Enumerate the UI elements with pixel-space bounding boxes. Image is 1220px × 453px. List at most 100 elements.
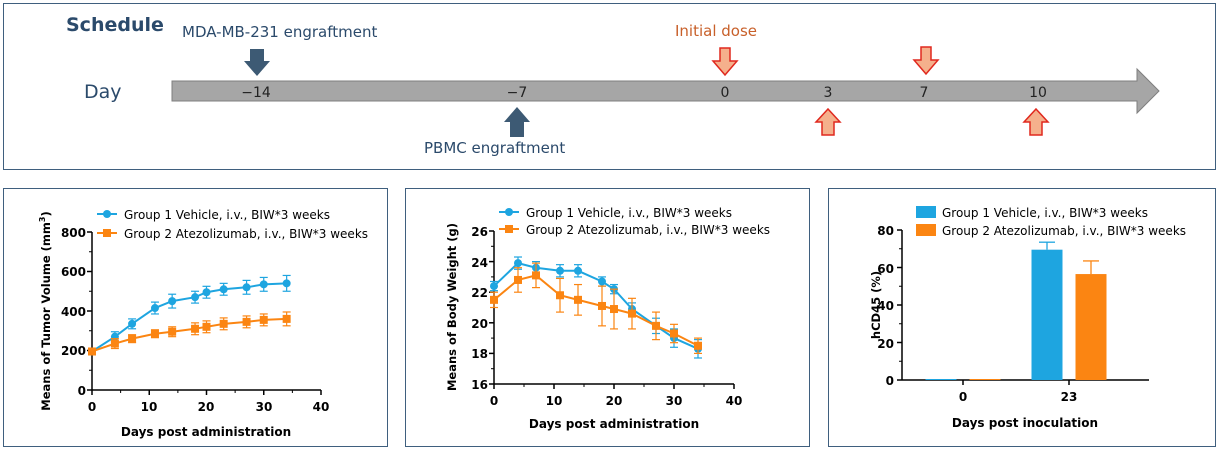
schedule-diagram: Schedule Day −14 −7 0 3 7 10 MDA-MB-231 … xyxy=(66,14,1160,157)
bar xyxy=(925,379,957,380)
day-tick: 10 xyxy=(1029,85,1047,101)
x-tick-label: 0 xyxy=(490,394,498,408)
legend-marker-group1 xyxy=(103,210,111,218)
chart-legend: Group 1 Vehicle, i.v., BIW*3 weeks Group… xyxy=(916,206,1186,238)
x-axis-label: Days post administration xyxy=(529,417,699,431)
data-point xyxy=(219,285,228,294)
series-2 xyxy=(490,262,702,354)
y-axis-label: Means of Body Weight (g) xyxy=(445,223,459,391)
legend-marker-group2 xyxy=(505,225,513,233)
y-tick-label: 0 xyxy=(78,384,86,398)
axis-ticks xyxy=(87,231,322,395)
data-point xyxy=(490,282,498,291)
pbmc-up-arrow-icon xyxy=(504,107,530,137)
y-tick-label: 40 xyxy=(877,299,894,313)
body-weight-chart-panel: Group 1 Vehicle, i.v., BIW*3 weeks Group… xyxy=(405,188,810,447)
x-tick-label: 10 xyxy=(546,394,563,408)
data-point xyxy=(202,288,211,297)
data-point xyxy=(694,341,702,350)
data-point xyxy=(242,317,251,326)
axis-ticks xyxy=(489,230,735,389)
data-point xyxy=(168,327,177,336)
x-tick-label: 30 xyxy=(256,400,273,414)
data-point xyxy=(610,305,618,314)
x-tick-label: 20 xyxy=(198,400,215,414)
data-point xyxy=(556,291,564,300)
bar xyxy=(1031,249,1063,380)
engraftment-label: MDA-MB-231 engraftment xyxy=(182,23,377,41)
x-axis-label: Days post administration xyxy=(121,425,291,439)
legend-marker-group1 xyxy=(505,208,513,216)
data-point xyxy=(191,324,200,333)
data-point xyxy=(202,322,211,331)
data-point xyxy=(652,321,660,330)
y-tick-label: 26 xyxy=(471,225,488,239)
data-point xyxy=(150,329,159,338)
data-point xyxy=(282,279,291,288)
legend-marker-group2 xyxy=(103,229,111,237)
chart-legend: Group 1 Vehicle, i.v., BIW*3 weeks Group… xyxy=(97,208,368,241)
data-point xyxy=(150,304,159,313)
pbmc-label: PBMC engraftment xyxy=(424,139,565,157)
data-point xyxy=(242,283,251,292)
dose-down-arrow-icon xyxy=(912,46,940,76)
day-tick: 0 xyxy=(721,85,730,101)
y-axis-label-main: Means of Tumor Volume (mm xyxy=(39,222,53,411)
y-tick-label: 200 xyxy=(61,344,86,358)
y-axis-label: hCD45 (%) xyxy=(869,271,883,339)
legend-swatch-group1 xyxy=(916,206,936,218)
y-axis-label-end: ) xyxy=(39,211,53,216)
bar xyxy=(1075,274,1107,380)
series-line xyxy=(91,317,287,353)
day-label: Day xyxy=(84,81,122,103)
hcd45-chart-panel: Group 1 Vehicle, i.v., BIW*3 weeks Group… xyxy=(828,188,1216,447)
data-point xyxy=(191,293,200,302)
y-tick-label: 20 xyxy=(877,337,894,351)
timeline-arrow xyxy=(171,67,1160,115)
y-tick-label: 80 xyxy=(877,224,894,238)
data-point xyxy=(219,319,228,328)
y-tick-label: 22 xyxy=(471,286,488,300)
legend-label-group2: Group 2 Atezolizumab, i.v., BIW*3 weeks xyxy=(124,227,368,241)
data-point xyxy=(128,319,137,328)
y-axis-label-superscript: 3 xyxy=(38,217,47,223)
x-tick-label: 40 xyxy=(726,394,743,408)
y-tick-label: 24 xyxy=(471,256,488,270)
tumor-volume-chart-panel: Group 1 Vehicle, i.v., BIW*3 weeks Group… xyxy=(3,188,388,447)
data-point xyxy=(282,314,291,323)
x-tick-label: 23 xyxy=(1061,390,1078,404)
x-axis-label: Days post inoculation xyxy=(952,416,1098,430)
y-tick-label: 800 xyxy=(61,226,86,240)
day-tick: 7 xyxy=(920,85,929,101)
chart-legend: Group 1 Vehicle, i.v., BIW*3 weeks Group… xyxy=(499,206,770,237)
y-tick-label: 600 xyxy=(61,265,86,279)
data-point xyxy=(532,271,540,280)
data-point xyxy=(556,266,564,275)
series-line xyxy=(493,262,699,350)
y-tick-label: 60 xyxy=(877,262,894,276)
legend-label-group2: Group 2 Atezolizumab, i.v., BIW*3 weeks xyxy=(526,223,770,237)
schedule-panel: Schedule Day −14 −7 0 3 7 10 MDA-MB-231 … xyxy=(3,3,1216,170)
y-tick-label: 0 xyxy=(886,374,894,388)
day-tick: −14 xyxy=(241,85,271,101)
axis-ticks xyxy=(897,229,1070,385)
data-point xyxy=(574,295,582,304)
series-line xyxy=(493,274,699,347)
data-point xyxy=(628,309,636,318)
data-point xyxy=(128,334,137,343)
data-point xyxy=(110,339,119,348)
series-2 xyxy=(88,311,291,356)
data-point xyxy=(88,347,96,356)
x-tick-label: 40 xyxy=(313,400,330,414)
data-point xyxy=(259,315,268,324)
data-point xyxy=(514,275,522,284)
plot-area xyxy=(88,274,291,356)
x-tick-label: 20 xyxy=(606,394,623,408)
data-point xyxy=(574,266,582,275)
x-tick-label: 10 xyxy=(141,400,158,414)
legend-label-group2: Group 2 Atezolizumab, i.v., BIW*3 weeks xyxy=(942,224,1186,238)
legend-label-group1: Group 1 Vehicle, i.v., BIW*3 weeks xyxy=(526,206,732,220)
x-tick-label: 30 xyxy=(666,394,683,408)
hcd45-bar-chart: Group 1 Vehicle, i.v., BIW*3 weeks Group… xyxy=(869,206,1186,430)
data-point xyxy=(168,297,177,306)
